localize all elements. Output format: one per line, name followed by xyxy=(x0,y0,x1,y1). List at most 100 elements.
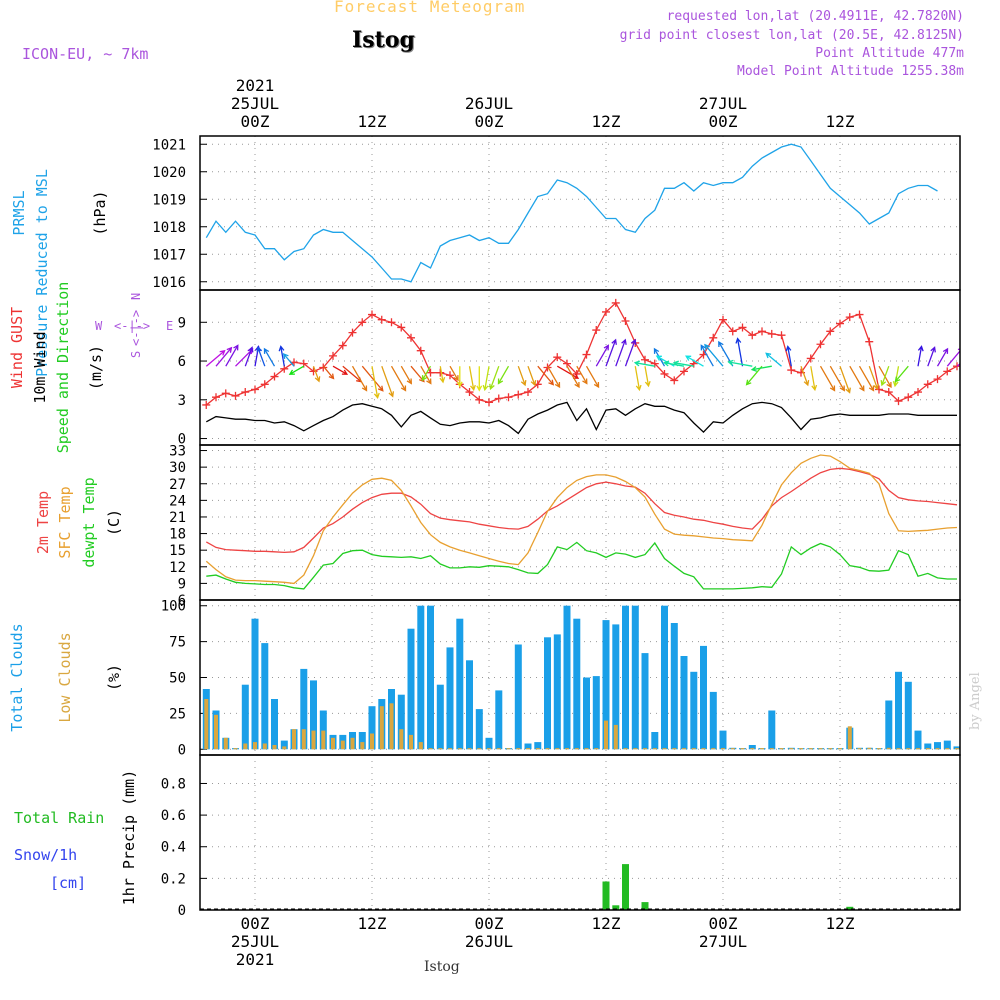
wind-direction-arrow xyxy=(819,365,836,392)
clouds-bar xyxy=(935,748,940,750)
wind-gust-marker xyxy=(485,398,493,407)
compass-sn-arrow: <-|-> xyxy=(129,310,143,346)
clouds-bar xyxy=(261,643,269,750)
clouds-bar xyxy=(953,746,960,750)
precip-ytick-label: 0.2 xyxy=(161,871,186,887)
clouds-ytick-label: 100 xyxy=(161,599,186,615)
clouds-bar xyxy=(818,748,823,750)
clouds-bar xyxy=(428,748,433,750)
wind-direction-arrow xyxy=(312,365,321,383)
clouds-bar xyxy=(565,748,569,750)
clouds-bar xyxy=(906,748,911,750)
wind-direction-arrow xyxy=(215,346,233,367)
wind-gust-marker xyxy=(221,389,230,398)
wind-direction-arrow xyxy=(595,344,609,367)
precip-bar xyxy=(641,902,649,910)
grid-point-coords: grid point closest lon,lat (20.5E, 42.81… xyxy=(619,28,964,43)
clouds-bar xyxy=(709,691,717,750)
wind-direction-arrow xyxy=(615,338,627,367)
clouds-bar xyxy=(662,748,667,750)
clouds-bar xyxy=(282,746,287,750)
temperature-plot xyxy=(205,454,958,590)
wind-direction-arrow xyxy=(527,365,537,387)
clouds-bar xyxy=(768,710,776,750)
clouds-bar xyxy=(485,737,493,750)
clouds-bar xyxy=(895,671,902,750)
precip-ytick-label: 0 xyxy=(178,903,186,919)
temperature-panel-label: 2m Temp SFC Temp dewpt Temp (C) xyxy=(34,477,123,567)
clouds-bar xyxy=(495,690,503,750)
clouds-bar xyxy=(934,742,941,750)
clouds-bar xyxy=(331,737,335,750)
wind-gust-marker xyxy=(202,400,211,409)
precip-frame xyxy=(199,754,961,911)
wind-direction-arrow xyxy=(894,365,909,383)
clouds-bar xyxy=(877,748,881,750)
clouds-bar xyxy=(885,700,893,750)
clouds-bar xyxy=(711,748,716,750)
clouds-bar xyxy=(612,624,620,750)
wind-ytick-label: 9 xyxy=(178,315,186,331)
wind-gust-marker xyxy=(845,313,854,322)
precip-legend-label: Snow/1h xyxy=(14,846,77,864)
wind-direction-arrow xyxy=(371,366,380,400)
wind-direction-arrow xyxy=(849,365,865,392)
clouds-bar xyxy=(573,618,581,750)
clouds-bar xyxy=(524,743,532,750)
wind-direction-arrow xyxy=(765,352,782,367)
clouds-bar xyxy=(233,748,238,750)
wind-gust-marker xyxy=(748,331,757,340)
wind-direction-arrow xyxy=(489,365,500,391)
wind-gust-marker xyxy=(524,388,532,397)
clouds-bar xyxy=(779,748,784,750)
wind-direction-arrow xyxy=(476,366,483,392)
clouds-bar xyxy=(397,694,405,750)
time-label-bottom: 27JUL xyxy=(699,932,747,951)
wind-direction-arrow xyxy=(927,346,936,367)
clouds-unit-label: (%) xyxy=(105,664,123,691)
clouds-bar xyxy=(924,743,932,750)
clouds-bar xyxy=(370,733,374,750)
compass-ew-arrow: <-|-> xyxy=(114,319,150,333)
wind-direction-arrow xyxy=(858,365,875,392)
compass-n-label: N xyxy=(129,293,143,300)
clouds-bar xyxy=(241,684,249,750)
wind-direction-arrow xyxy=(868,365,879,391)
clouds-bar xyxy=(633,748,638,750)
clouds-bar xyxy=(300,668,308,750)
clouds-bar xyxy=(379,706,384,750)
compass-s-label: S xyxy=(129,351,143,358)
wind-direction-arrow xyxy=(634,366,642,392)
wind-gust-marker xyxy=(904,393,913,402)
clouds-bar xyxy=(808,748,813,750)
pressure-label-line: Pressure Reduced to MSL xyxy=(33,169,51,377)
clouds-plot xyxy=(202,605,960,750)
clouds-bar xyxy=(867,747,872,750)
clouds-bar xyxy=(748,745,756,750)
wind-direction-arrow xyxy=(750,365,772,372)
time-label-bottom: 00Z xyxy=(475,914,504,933)
time-label-bottom: 00Z xyxy=(709,914,738,933)
pressure-ytick-label: 1020 xyxy=(152,165,186,181)
clouds-bar xyxy=(672,748,677,750)
clouds-bar xyxy=(251,618,259,750)
wind-direction-arrow xyxy=(662,360,685,367)
clouds-bar xyxy=(280,740,288,750)
clouds-bar xyxy=(721,748,725,750)
time-label-top: 00Z xyxy=(241,112,270,131)
time-label-top: 12Z xyxy=(592,112,621,131)
time-label-top: 00Z xyxy=(475,112,504,131)
wind-direction-arrow xyxy=(936,347,949,367)
clouds-bar xyxy=(204,699,209,750)
clouds-bar xyxy=(691,748,696,750)
wind-direction-arrow xyxy=(439,366,446,384)
clouds-bar xyxy=(583,677,590,750)
wind-gust-marker xyxy=(416,346,425,355)
clouds-bar xyxy=(943,740,951,750)
clouds-bar xyxy=(769,748,774,750)
clouds-bar xyxy=(243,743,248,750)
precip-bar xyxy=(846,906,854,910)
wind-gust-marker xyxy=(787,366,796,375)
wind-ytick-label: 0 xyxy=(178,432,186,448)
wind-gust-marker xyxy=(358,318,367,327)
